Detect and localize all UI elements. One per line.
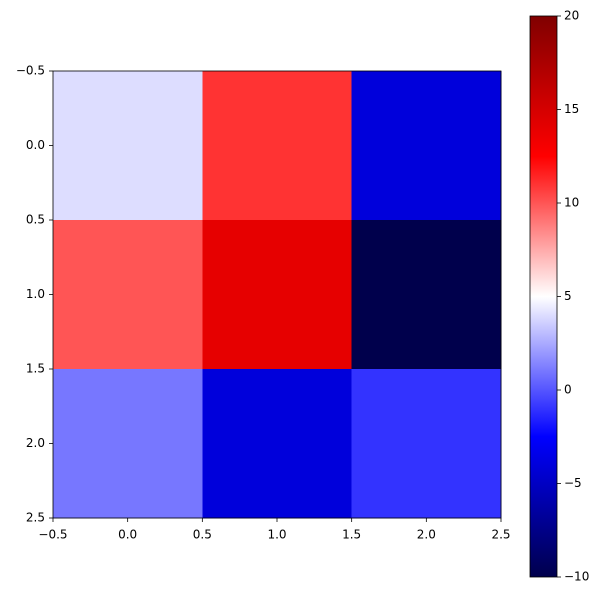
y-tick-label: 0.5 (26, 213, 45, 227)
heatmap-cell (202, 71, 353, 221)
colorbar-tick-label: −10 (564, 570, 589, 584)
x-tick-label: 0.5 (193, 528, 212, 542)
x-tick-label: 2.0 (417, 528, 436, 542)
heatmap-cell (202, 220, 353, 370)
colorbar-tick-label: −5 (564, 476, 582, 490)
y-tick-label: 0.0 (26, 138, 45, 152)
heatmap-cell (53, 71, 203, 221)
colorbar-tick-label: 15 (564, 102, 579, 116)
y-tick-label: 1.5 (26, 362, 45, 376)
heatmap-cell (53, 220, 203, 370)
colorbar-tick-label: 20 (564, 9, 579, 23)
colorbar-tick-label: 0 (564, 383, 572, 397)
heatmap-cell (53, 369, 203, 519)
y-tick-label: 2.0 (26, 436, 45, 450)
x-tick-label: −0.5 (38, 528, 67, 542)
heatmap-cell (351, 369, 502, 519)
x-tick-label: 1.0 (267, 528, 286, 542)
heatmap-cell (351, 71, 502, 221)
colorbar-tick-label: 5 (564, 289, 572, 303)
y-tick-label: 2.5 (26, 511, 45, 525)
x-tick-label: 1.5 (342, 528, 361, 542)
colorbar (529, 15, 558, 578)
x-tick-label: 2.5 (491, 528, 510, 542)
heatmap-cell (202, 369, 353, 519)
y-tick-label: −0.5 (16, 64, 45, 78)
colorbar-tick-label: 10 (564, 196, 579, 210)
heatmap-cell (351, 220, 502, 370)
x-tick-label: 0.0 (118, 528, 137, 542)
y-tick-label: 1.0 (26, 287, 45, 301)
